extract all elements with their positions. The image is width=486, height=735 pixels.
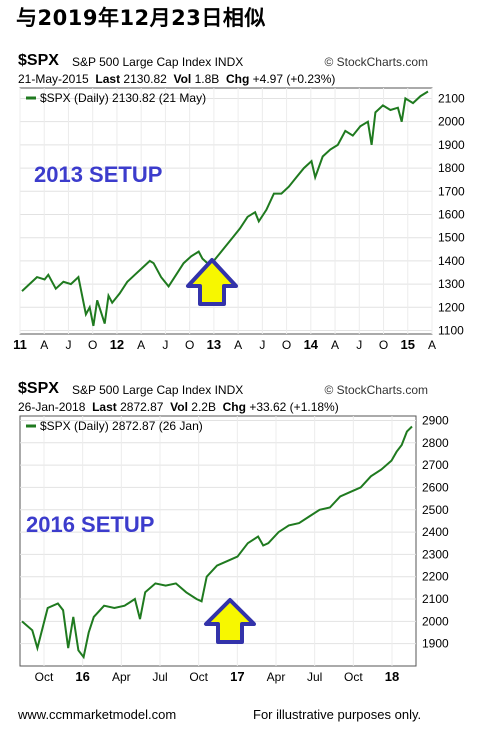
vol-value: 2.2B <box>191 400 216 414</box>
x-tick-label: J <box>162 338 168 352</box>
y-tick-labels: 1100 1200 1300 1400 1500 1600 1700 1800 1900 2000… <box>438 91 465 337</box>
vol-label: Vol <box>173 72 192 86</box>
chart-header: $SPX S&P 500 Large Cap Index INDX © Stoc… <box>16 380 436 400</box>
y-tick-label: 1900 <box>438 138 465 152</box>
vol-label: Vol <box>170 400 188 414</box>
legend-label: $SPX (Daily) 2872.87 (26 Jan) <box>40 419 203 433</box>
grid-lines <box>20 416 416 666</box>
y-tick-label: 2100 <box>438 91 465 105</box>
y-tick-label: 2000 <box>438 115 465 129</box>
quote-date: 26-Jan-2018 <box>18 400 86 414</box>
y-tick-label: 2300 <box>422 547 449 561</box>
copyright-label: © StockCharts.com <box>324 55 428 69</box>
y-tick-label: 2900 <box>422 413 449 427</box>
legend-label: $SPX (Daily) 2130.82 (21 May) <box>40 91 206 105</box>
index-name: S&P 500 Large Cap Index INDX <box>72 383 244 397</box>
x-tick-label: J <box>356 338 362 352</box>
chart-panel-2015: $SPX S&P 500 Large Cap Index INDX © Stoc… <box>13 52 465 357</box>
x-tick-label: 16 <box>75 669 89 684</box>
series-line <box>21 425 413 660</box>
grid-lines <box>19 88 433 334</box>
chart-header: $SPX S&P 500 Large Cap Index INDX © Stoc… <box>16 52 436 72</box>
x-tick-label: O <box>185 338 194 352</box>
x-tick-label: J <box>259 338 265 352</box>
x-tick-labels: Oct 16 Apr Jul Oct 17 Apr Jul Oct 18 <box>35 669 400 684</box>
chg-label: Chg <box>225 72 250 86</box>
x-tick-label: 13 <box>207 337 221 352</box>
x-tick-label: Oct <box>35 670 54 684</box>
y-tick-label: 1500 <box>438 231 465 245</box>
series-line <box>21 90 429 327</box>
x-tick-label: Apr <box>267 670 286 684</box>
up-arrow-icon <box>204 598 256 644</box>
y-tick-label: 2200 <box>422 570 449 584</box>
y-tick-label: 1300 <box>438 277 465 291</box>
page-title: 与2019年12月23日相似 <box>16 6 266 30</box>
y-tick-label: 2000 <box>422 614 449 628</box>
chg-label: Chg <box>222 400 246 414</box>
y-tick-label: 2700 <box>422 458 449 472</box>
symbol-label: $SPX <box>18 52 59 69</box>
y-tick-labels: 1900 2000 2100 2200 2300 2400 2500 2600 2700 2800… <box>422 413 449 650</box>
x-tick-label: J <box>65 338 71 352</box>
chart-panel-2018: $SPX S&P 500 Large Cap Index INDX © Stoc… <box>16 380 449 690</box>
y-tick-label: 1800 <box>438 161 465 175</box>
footer-disclaimer: For illustrative purposes only. <box>253 707 422 722</box>
chart-plot-2018: 1900 2000 2100 2200 2300 2400 2500 2600 2700 2800… <box>19 413 449 684</box>
x-tick-label: O <box>379 338 388 352</box>
last-value: 2130.82 <box>123 72 167 86</box>
x-tick-label: A <box>137 338 145 352</box>
x-tick-label: Apr <box>112 670 131 684</box>
quote-line: 21-May-2015 Last 2130.82 Vol 1.8B Chg +4… <box>18 72 335 86</box>
last-label: Last <box>95 72 121 86</box>
y-tick-label: 2500 <box>422 503 449 517</box>
vol-value: 1.8B <box>194 72 220 86</box>
setup-label: 2016 SETUP <box>26 512 154 537</box>
chart-plot-2015: 1100 1200 1300 1400 1500 1600 1700 1800 1900 2000… <box>13 87 465 352</box>
x-tick-label: Jul <box>152 670 167 684</box>
quote-date: 21-May-2015 <box>18 72 89 86</box>
symbol-label: $SPX <box>18 380 59 397</box>
x-tick-label: O <box>282 338 291 352</box>
y-tick-label: 2800 <box>422 436 449 450</box>
last-label: Last <box>92 400 117 414</box>
quote-line: 26-Jan-2018 Last 2872.87 Vol 2.2B Chg +3… <box>18 400 339 414</box>
x-tick-label: 17 <box>230 669 244 684</box>
x-tick-label: 14 <box>304 337 319 352</box>
y-tick-label: 1700 <box>438 184 465 198</box>
y-tick-label: 1600 <box>438 207 465 221</box>
y-tick-label: 1100 <box>438 324 464 338</box>
x-tick-label: Jul <box>307 670 322 684</box>
x-tick-label: Oct <box>189 670 208 684</box>
legend: $SPX (Daily) 2872.87 (26 Jan) <box>26 419 203 433</box>
chg-value: +4.97 (+0.23%) <box>252 72 336 86</box>
y-tick-label: 2400 <box>422 525 449 539</box>
x-tick-labels: 11 A J O 12 A J O 13 A J O 14 A J O 15 A <box>13 337 436 352</box>
x-tick-label: 12 <box>110 337 124 352</box>
footer-website: www.ccmmarketmodel.com <box>18 707 177 722</box>
y-tick-label: 2100 <box>422 592 449 606</box>
x-tick-label: O <box>88 338 97 352</box>
y-tick-label: 1900 <box>422 637 449 651</box>
x-tick-label: A <box>234 338 242 352</box>
x-tick-label: 15 <box>401 337 415 352</box>
x-tick-label: 18 <box>385 669 399 684</box>
up-arrow-icon <box>186 258 238 306</box>
chg-value: +33.62 (+1.18%) <box>249 400 339 414</box>
y-tick-label: 1400 <box>438 254 465 268</box>
x-tick-label: A <box>40 338 48 352</box>
x-tick-label: A <box>331 338 339 352</box>
legend: $SPX (Daily) 2130.82 (21 May) <box>26 91 206 105</box>
x-tick-label: Oct <box>344 670 363 684</box>
x-tick-label: 11 <box>13 337 27 352</box>
y-tick-label: 2600 <box>422 480 449 494</box>
setup-label: 2013 SETUP <box>34 162 162 187</box>
copyright-label: © StockCharts.com <box>324 383 428 397</box>
y-tick-label: 1200 <box>438 300 465 314</box>
index-name: S&P 500 Large Cap Index INDX <box>72 55 244 69</box>
last-value: 2872.87 <box>120 400 164 414</box>
x-tick-label: A <box>428 338 436 352</box>
